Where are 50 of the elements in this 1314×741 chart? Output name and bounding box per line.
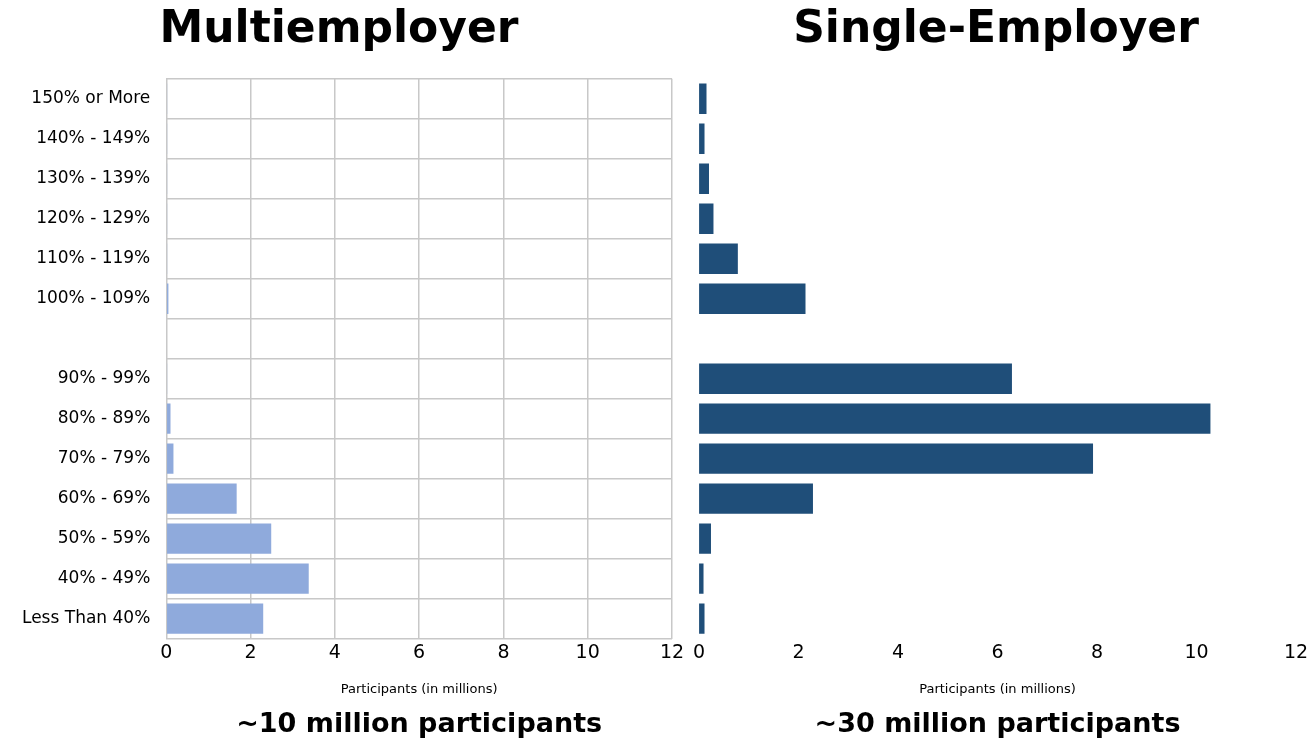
bar <box>167 403 171 434</box>
x-tick-label: 6 <box>413 639 426 662</box>
bar <box>699 243 738 274</box>
bar <box>167 443 174 474</box>
bar <box>699 283 806 314</box>
text: ~10 million participants <box>236 706 603 738</box>
y-tick-label: 100% - 109% <box>36 287 151 308</box>
x-axis-title: Participants (in millions) <box>340 680 498 696</box>
x-tick-label: 2 <box>244 639 257 662</box>
x-axis-title: Participants (in millions) <box>919 680 1076 696</box>
y-tick-label: 120% - 129% <box>36 207 151 228</box>
x-tick-label: 10 <box>575 639 600 662</box>
bar <box>699 403 1211 434</box>
y-tick-label: 50% - 59% <box>57 527 151 548</box>
x-tick-label: 8 <box>497 639 510 662</box>
bar <box>699 603 705 634</box>
x-tick-label: 10 <box>1184 639 1209 662</box>
x-tick-label: 0 <box>160 639 173 662</box>
y-tick-label: 40% - 49% <box>57 567 151 588</box>
y-tick-label: 80% - 89% <box>57 407 151 428</box>
y-tick-label: 150% or More <box>31 87 151 108</box>
bar <box>167 523 272 554</box>
x-tick-label: 4 <box>328 639 341 662</box>
y-tick-label: 110% - 119% <box>36 247 151 268</box>
bar <box>699 83 707 114</box>
bar <box>167 563 309 594</box>
chart-title: Multiemployer <box>159 0 519 52</box>
chart-title: Single-Employer <box>793 0 1200 52</box>
x-tick-label: 4 <box>891 639 905 662</box>
y-tick-label: 90% - 99% <box>57 367 151 388</box>
text: ~30 million participants <box>814 706 1181 738</box>
bar <box>699 363 1012 394</box>
y-tick-label: 60% - 69% <box>57 487 151 508</box>
y-tick-label: Less Than 40% <box>21 607 151 628</box>
x-tick-label: 8 <box>1090 639 1104 662</box>
bar <box>699 443 1094 474</box>
x-tick-label: 2 <box>792 639 805 662</box>
bar <box>699 563 704 594</box>
bar <box>167 603 264 634</box>
x-tick-label: 12 <box>1283 639 1309 662</box>
bar <box>699 123 705 154</box>
x-tick-label: 12 <box>659 639 685 662</box>
x-tick-label: 6 <box>991 639 1004 662</box>
x-tick-label: 0 <box>693 639 706 662</box>
bar <box>699 483 813 514</box>
y-tick-label: 130% - 139% <box>36 167 151 188</box>
y-tick-label: 70% - 79% <box>57 447 151 468</box>
bar <box>167 483 237 514</box>
bar <box>699 523 711 554</box>
y-tick-label: 140% - 149% <box>36 127 151 148</box>
